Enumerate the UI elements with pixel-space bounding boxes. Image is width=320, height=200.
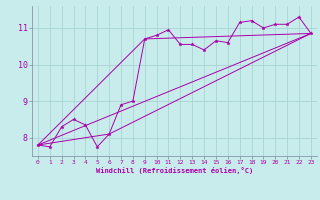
X-axis label: Windchill (Refroidissement éolien,°C): Windchill (Refroidissement éolien,°C) xyxy=(96,167,253,174)
